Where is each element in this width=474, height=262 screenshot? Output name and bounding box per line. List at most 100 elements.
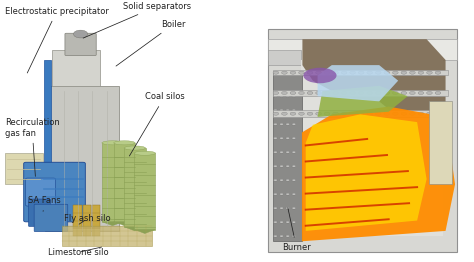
- FancyBboxPatch shape: [273, 90, 448, 96]
- Circle shape: [292, 109, 296, 111]
- Circle shape: [410, 112, 415, 115]
- Circle shape: [392, 71, 398, 74]
- Circle shape: [286, 207, 290, 209]
- Circle shape: [273, 151, 277, 153]
- Circle shape: [282, 71, 287, 74]
- Circle shape: [273, 123, 277, 125]
- Circle shape: [401, 71, 407, 74]
- Text: Burner: Burner: [282, 208, 311, 252]
- Circle shape: [286, 95, 290, 97]
- FancyBboxPatch shape: [28, 199, 50, 227]
- FancyBboxPatch shape: [45, 86, 118, 231]
- Circle shape: [273, 137, 277, 139]
- Circle shape: [427, 71, 432, 74]
- Circle shape: [273, 193, 277, 195]
- Circle shape: [286, 151, 290, 153]
- FancyBboxPatch shape: [92, 205, 100, 236]
- Circle shape: [324, 71, 330, 74]
- Circle shape: [316, 91, 321, 95]
- Circle shape: [273, 221, 277, 223]
- Ellipse shape: [124, 146, 146, 150]
- FancyBboxPatch shape: [5, 153, 43, 184]
- Circle shape: [375, 71, 381, 74]
- Circle shape: [410, 91, 415, 95]
- Circle shape: [292, 137, 296, 139]
- Circle shape: [280, 193, 283, 195]
- Circle shape: [280, 235, 283, 237]
- Circle shape: [401, 112, 407, 115]
- FancyBboxPatch shape: [429, 101, 452, 184]
- Circle shape: [358, 91, 364, 95]
- Circle shape: [290, 91, 296, 95]
- Circle shape: [435, 71, 441, 74]
- Circle shape: [273, 109, 277, 111]
- Circle shape: [280, 137, 283, 139]
- FancyBboxPatch shape: [124, 148, 146, 227]
- Text: Recirculation
gas fan: Recirculation gas fan: [5, 118, 60, 176]
- Circle shape: [307, 71, 313, 74]
- Circle shape: [292, 193, 296, 195]
- Circle shape: [418, 112, 424, 115]
- Polygon shape: [318, 86, 408, 117]
- Circle shape: [286, 123, 290, 125]
- Ellipse shape: [102, 141, 123, 145]
- FancyBboxPatch shape: [44, 60, 51, 197]
- FancyBboxPatch shape: [62, 226, 152, 247]
- Polygon shape: [318, 65, 398, 101]
- Circle shape: [292, 179, 296, 181]
- Text: SA Fans: SA Fans: [28, 196, 61, 211]
- Polygon shape: [114, 222, 135, 226]
- Circle shape: [292, 151, 296, 153]
- FancyBboxPatch shape: [268, 39, 457, 60]
- Circle shape: [286, 235, 290, 237]
- FancyBboxPatch shape: [273, 73, 302, 241]
- Circle shape: [290, 71, 296, 74]
- Circle shape: [316, 71, 321, 74]
- FancyBboxPatch shape: [268, 29, 457, 252]
- Circle shape: [280, 151, 283, 153]
- Polygon shape: [102, 222, 123, 226]
- Circle shape: [292, 207, 296, 209]
- Circle shape: [273, 112, 279, 115]
- Circle shape: [350, 91, 356, 95]
- Circle shape: [427, 112, 432, 115]
- FancyBboxPatch shape: [268, 50, 301, 65]
- Circle shape: [286, 137, 290, 139]
- Circle shape: [392, 112, 398, 115]
- Circle shape: [299, 71, 304, 74]
- FancyBboxPatch shape: [114, 143, 135, 222]
- Circle shape: [307, 112, 313, 115]
- Circle shape: [333, 91, 338, 95]
- Circle shape: [273, 207, 277, 209]
- Circle shape: [410, 71, 415, 74]
- Circle shape: [401, 91, 407, 95]
- Polygon shape: [302, 39, 446, 117]
- FancyBboxPatch shape: [134, 153, 155, 230]
- Circle shape: [273, 95, 277, 97]
- Circle shape: [341, 112, 347, 115]
- Circle shape: [273, 179, 277, 181]
- FancyBboxPatch shape: [52, 50, 100, 86]
- Ellipse shape: [73, 30, 88, 38]
- Text: Fly ash silo: Fly ash silo: [64, 214, 110, 224]
- Text: Electrostatic precipitator: Electrostatic precipitator: [5, 7, 109, 73]
- FancyBboxPatch shape: [73, 205, 82, 236]
- Circle shape: [375, 112, 381, 115]
- Circle shape: [273, 71, 279, 74]
- Circle shape: [273, 165, 277, 167]
- Ellipse shape: [134, 151, 155, 155]
- Circle shape: [273, 235, 277, 237]
- Text: Boiler: Boiler: [116, 20, 186, 66]
- Circle shape: [299, 91, 304, 95]
- Ellipse shape: [114, 141, 135, 145]
- Circle shape: [280, 221, 283, 223]
- Circle shape: [280, 123, 283, 125]
- Circle shape: [280, 109, 283, 111]
- Ellipse shape: [303, 68, 337, 83]
- Circle shape: [367, 91, 373, 95]
- Circle shape: [280, 95, 283, 97]
- Circle shape: [286, 109, 290, 111]
- Circle shape: [290, 112, 296, 115]
- FancyBboxPatch shape: [273, 70, 448, 75]
- Circle shape: [299, 112, 304, 115]
